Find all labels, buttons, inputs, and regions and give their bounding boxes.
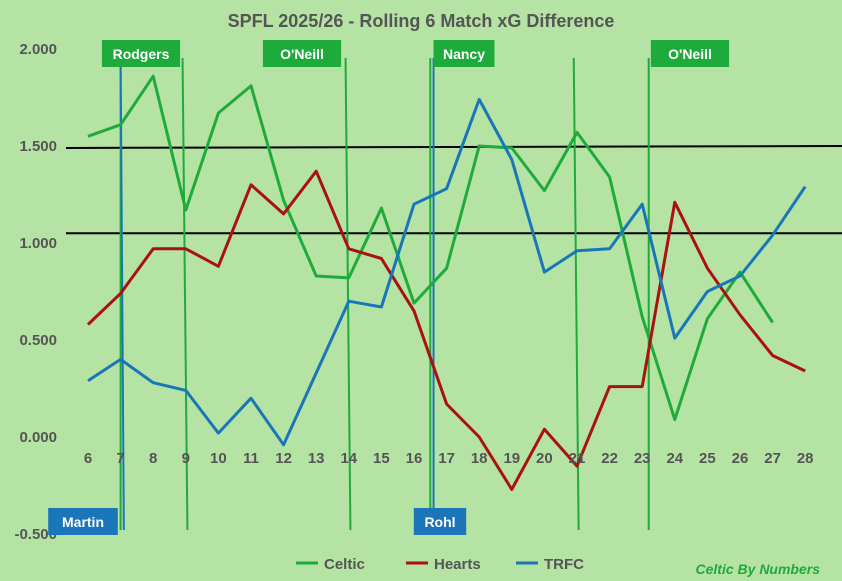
series-line-hearts (86, 169, 806, 491)
x-tick-label: 21 (569, 450, 586, 467)
x-tick-label: 12 (275, 450, 292, 467)
x-tick-label: 9 (182, 450, 190, 467)
x-tick-label: 17 (438, 450, 455, 467)
manager-label-martin: Martin (48, 508, 118, 535)
legend-item-hearts: Hearts (406, 556, 481, 573)
legend-label: TRFC (544, 556, 584, 573)
series-line-trfc (87, 97, 807, 447)
manager-label-text: O'Neill (280, 46, 324, 62)
x-tick-label: 8 (149, 450, 157, 467)
legend-item-celtic: Celtic (296, 556, 365, 573)
manager-label-text: Rohl (424, 514, 455, 530)
manager-label-box (413, 508, 467, 535)
x-tick-label: 22 (601, 450, 618, 467)
x-tick-label: 10 (210, 450, 227, 467)
legend-label: Celtic (324, 556, 365, 573)
manager-label-text: Nancy (443, 46, 485, 62)
x-tick-label: 16 (406, 450, 423, 467)
y-axis-ticks: -0.500 0.000 0.500 1.000 1.500 2.000 (14, 41, 57, 543)
manager-label-text: O'Neill (668, 46, 712, 62)
y-tick-label: 0.000 (19, 429, 57, 446)
chart-title: SPFL 2025/26 - Rolling 6 Match xG Differ… (228, 11, 615, 31)
y-tick-label: 0.500 (19, 332, 57, 349)
x-tick-label: 13 (308, 450, 325, 467)
manager-change-line (344, 57, 352, 531)
manager-label-oneill: O'Neill (650, 40, 730, 67)
manager-label-box (650, 40, 730, 67)
x-tick-label: 15 (373, 450, 390, 467)
y-tick-label: 1.500 (19, 138, 57, 155)
manager-label-rohl: Rohl (413, 508, 467, 535)
x-tick-label: 27 (764, 450, 781, 467)
x-tick-label: 14 (340, 450, 357, 467)
series-lines (86, 74, 807, 491)
x-tick-label: 25 (699, 450, 716, 467)
manager-labels: Rodgers Martin O'Neill Nancy Rohl O'Neill (48, 40, 730, 535)
x-tick-label: 18 (471, 450, 488, 467)
x-tick-label: 7 (116, 450, 124, 467)
x-tick-label: 20 (536, 450, 553, 467)
y-tick-label: 2.000 (19, 41, 57, 58)
manager-label-text: Martin (62, 514, 104, 530)
legend-item-trfc: TRFC (516, 556, 584, 573)
manager-change-lines (119, 57, 650, 531)
legend: Celtic Hearts TRFC (296, 556, 584, 573)
manager-change-line (181, 57, 189, 531)
x-tick-label: 26 (732, 450, 749, 467)
manager-label-oneill: O'Neill (262, 40, 342, 67)
manager-label-box (433, 40, 495, 67)
manager-label-rodgers: Rodgers (101, 40, 181, 67)
manager-label-box (101, 40, 181, 67)
x-tick-label: 6 (84, 450, 92, 467)
y-tick-label: 1.000 (19, 235, 57, 252)
x-tick-label: 28 (797, 450, 814, 467)
manager-label-text: Rodgers (113, 46, 170, 62)
x-tick-label: 19 (503, 450, 520, 467)
y-tick-label: -0.500 (14, 526, 57, 543)
manager-label-nancy: Nancy (433, 40, 495, 67)
series-line-celtic (87, 74, 774, 421)
x-tick-label: 11 (243, 450, 259, 467)
x-tick-label: 23 (634, 450, 651, 467)
x-axis-ticks: 6 7 8 9 10 11 12 13 14 15 16 17 18 19 20 21 22 23 24 25 26 27… (84, 450, 814, 467)
reference-line-upper (65, 145, 842, 149)
manager-change-line (119, 57, 125, 531)
manager-label-box (48, 508, 118, 535)
credit-text: Celtic By Numbers (696, 561, 821, 577)
x-tick-label: 24 (666, 450, 683, 467)
manager-label-box (262, 40, 342, 67)
legend-label: Hearts (434, 556, 481, 573)
reference-lines (65, 145, 842, 235)
